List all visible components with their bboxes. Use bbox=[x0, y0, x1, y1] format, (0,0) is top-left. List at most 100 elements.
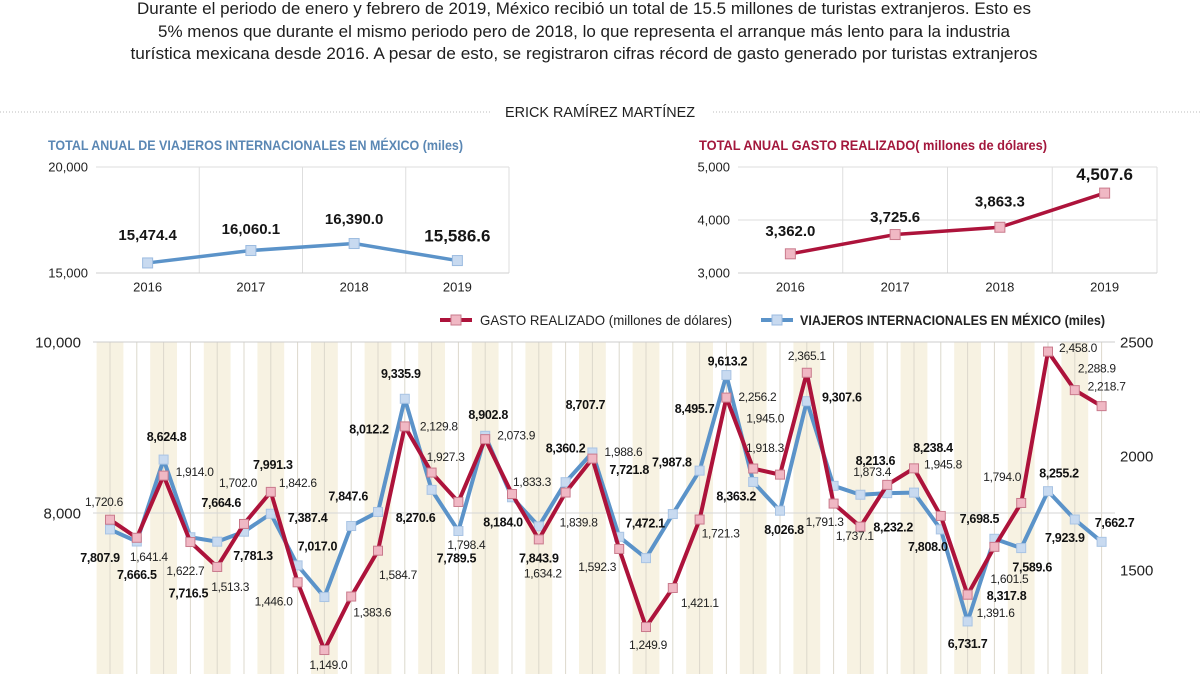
data-label-viajeros: 8,012.2 bbox=[349, 422, 389, 436]
data-point-marker bbox=[994, 221, 1006, 233]
data-point-gasto bbox=[373, 545, 383, 556]
data-label-viajeros: 7,017.0 bbox=[298, 539, 338, 553]
data-label-gasto: 2,218.7 bbox=[1088, 379, 1127, 393]
x-tick-label: 2019 bbox=[443, 280, 472, 295]
data-point-gasto bbox=[105, 514, 115, 525]
data-point-marker bbox=[784, 248, 796, 260]
data-point-viajeros bbox=[694, 465, 705, 476]
data-point-gasto bbox=[453, 496, 464, 507]
data-label-viajeros: 7,807.9 bbox=[80, 551, 120, 565]
data-label-viajeros: 7,987.8 bbox=[652, 455, 692, 469]
data-point-marker bbox=[1099, 187, 1111, 199]
data-point-gasto bbox=[533, 534, 544, 545]
data-point-gasto bbox=[1016, 497, 1027, 508]
data-label-gasto: 1,249.9 bbox=[629, 638, 668, 652]
data-label-gasto: 1,914.0 bbox=[176, 465, 215, 479]
chart-title: TOTAL ANUAL DE VIAJEROS INTERNACIONALES … bbox=[48, 137, 463, 153]
y-tick-label: 5,000 bbox=[697, 160, 730, 175]
data-label-gasto: 1,391.6 bbox=[977, 606, 1016, 620]
data-label-viajeros: 7,716.5 bbox=[169, 587, 209, 601]
data-point-marker bbox=[348, 238, 360, 250]
data-label: 3,863.3 bbox=[975, 193, 1025, 210]
y-right-tick-label: 1500 bbox=[1120, 562, 1153, 579]
data-point-gasto bbox=[909, 463, 919, 474]
data-point-viajeros bbox=[212, 536, 223, 547]
data-point-gasto bbox=[1069, 385, 1080, 396]
legend-marker-gasto bbox=[450, 314, 462, 326]
data-label: 4,507.6 bbox=[1076, 165, 1133, 184]
data-label-viajeros: 8,255.2 bbox=[1039, 467, 1079, 481]
data-label-gasto: 1,721.3 bbox=[702, 527, 741, 541]
data-point-viajeros bbox=[775, 505, 785, 516]
data-label-viajeros: 7,923.9 bbox=[1045, 531, 1085, 545]
data-point-viajeros bbox=[1069, 514, 1080, 525]
data-point-viajeros bbox=[265, 508, 276, 519]
data-label-viajeros: 8,902.8 bbox=[468, 408, 508, 422]
data-label-viajeros: 7,662.7 bbox=[1095, 516, 1135, 530]
data-point-gasto bbox=[212, 561, 223, 572]
data-label-gasto: 2,073.9 bbox=[497, 428, 536, 442]
y-left-tick-label: 8,000 bbox=[43, 505, 81, 522]
data-point-marker bbox=[889, 229, 901, 241]
data-label-viajeros: 6,731.7 bbox=[948, 637, 988, 651]
data-point-viajeros bbox=[855, 489, 866, 500]
data-point-gasto bbox=[131, 532, 142, 543]
x-tick-label: 2018 bbox=[340, 280, 369, 295]
legend-item-viajeros: VIAJEROS INTERNACIONALES EN MÉXICO (mile… bbox=[761, 312, 1105, 328]
data-point-viajeros bbox=[748, 476, 759, 487]
data-label-gasto: 2,129.8 bbox=[420, 420, 459, 434]
data-point-gasto bbox=[801, 367, 812, 378]
data-point-gasto bbox=[265, 486, 276, 497]
data-label-viajeros: 7,991.3 bbox=[253, 458, 293, 472]
data-label-gasto: 1,794.0 bbox=[983, 470, 1022, 484]
data-label: 16,060.1 bbox=[222, 221, 280, 238]
data-label-viajeros: 8,360.2 bbox=[546, 442, 586, 456]
data-point-gasto bbox=[399, 421, 410, 432]
data-label-viajeros: 7,698.5 bbox=[960, 512, 1000, 526]
data-label-gasto: 1,149.0 bbox=[309, 658, 348, 672]
data-point-gasto bbox=[292, 577, 303, 588]
data-point-viajeros bbox=[105, 524, 115, 535]
data-label-gasto: 1,592.3 bbox=[578, 560, 617, 574]
data-point-viajeros bbox=[1043, 486, 1053, 497]
data-label-gasto: 1,945.8 bbox=[924, 458, 963, 472]
data-label-viajeros: 8,026.8 bbox=[764, 523, 804, 537]
data-label-gasto: 1,988.6 bbox=[604, 445, 643, 459]
x-tick-label: 2018 bbox=[985, 280, 1014, 295]
data-label-gasto: 1,873.4 bbox=[853, 465, 892, 479]
data-label-viajeros: 9,335.9 bbox=[381, 367, 421, 381]
data-point-gasto bbox=[694, 514, 705, 525]
data-label-gasto: 1,839.8 bbox=[560, 516, 599, 530]
data-label-gasto: 1,833.3 bbox=[513, 475, 552, 489]
data-label-gasto: 1,791.3 bbox=[806, 515, 845, 529]
data-point-gasto bbox=[935, 510, 946, 521]
data-point-viajeros bbox=[373, 506, 383, 517]
data-label-viajeros: 8,232.2 bbox=[873, 521, 913, 535]
chart-annual-spending: TOTAL ANUAL GASTO REALIZADO( millones de… bbox=[697, 137, 1158, 295]
data-label: 15,586.6 bbox=[424, 227, 490, 246]
data-label: 16,390.0 bbox=[325, 211, 383, 228]
y-right-tick-label: 2500 bbox=[1120, 334, 1153, 351]
legend-item-gasto: GASTO REALIZADO (millones de dólares) bbox=[440, 312, 732, 328]
data-point-viajeros bbox=[399, 393, 410, 404]
legend-marker-viajeros bbox=[771, 314, 783, 326]
x-tick-label: 2016 bbox=[133, 280, 162, 295]
data-label-viajeros: 7,589.6 bbox=[1012, 560, 1052, 574]
data-point-gasto bbox=[721, 392, 732, 403]
y-tick-label: 15,000 bbox=[48, 266, 88, 281]
data-label-gasto: 1,945.0 bbox=[746, 412, 785, 426]
data-point-viajeros bbox=[667, 509, 678, 520]
data-point-gasto bbox=[614, 543, 625, 554]
y-tick-label: 4,000 bbox=[697, 213, 730, 228]
series-line bbox=[790, 191, 1106, 256]
data-point-gasto bbox=[667, 582, 678, 593]
data-point-viajeros bbox=[1096, 536, 1107, 547]
data-label-gasto: 1,641.4 bbox=[130, 550, 169, 564]
data-label-gasto: 1,584.7 bbox=[379, 568, 418, 582]
x-tick-label: 2019 bbox=[1090, 280, 1119, 295]
y-tick-label: 20,000 bbox=[48, 160, 88, 175]
data-point-gasto bbox=[882, 479, 893, 490]
data-label-gasto: 1,446.0 bbox=[255, 595, 294, 609]
data-label-gasto: 1,720.6 bbox=[85, 495, 124, 509]
